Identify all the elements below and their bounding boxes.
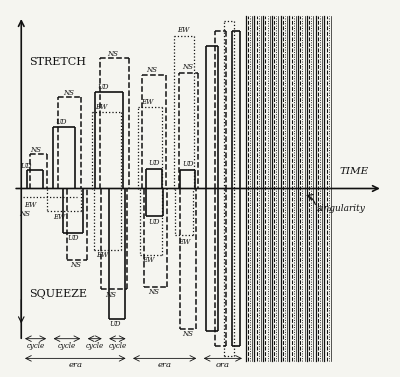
Text: EW: EW <box>24 201 36 209</box>
Text: UD: UD <box>55 118 66 126</box>
Text: cycle: cycle <box>108 342 126 349</box>
Text: cycle: cycle <box>58 342 76 349</box>
Text: NS: NS <box>182 63 193 71</box>
Text: UD: UD <box>110 320 121 328</box>
Text: UD: UD <box>20 162 32 170</box>
Text: EW: EW <box>53 213 66 221</box>
Text: UD: UD <box>98 83 109 91</box>
Text: STRETCH: STRETCH <box>29 57 86 67</box>
Text: NS: NS <box>148 288 159 296</box>
Text: NS: NS <box>182 330 193 338</box>
Text: EW: EW <box>142 256 155 264</box>
Text: EW: EW <box>95 103 107 111</box>
Text: ora: ora <box>216 361 230 369</box>
Text: NS: NS <box>106 291 116 299</box>
Text: SQUEEZE: SQUEEZE <box>29 289 87 299</box>
Text: EW: EW <box>178 238 190 246</box>
Text: EW: EW <box>96 251 108 259</box>
Text: UD: UD <box>67 234 78 242</box>
Text: NS: NS <box>70 261 80 269</box>
Text: NS: NS <box>146 66 157 74</box>
Text: cycle: cycle <box>86 342 104 349</box>
Text: singularity: singularity <box>317 204 366 213</box>
Text: NS: NS <box>63 89 74 97</box>
Text: cycle: cycle <box>26 342 45 349</box>
Text: EW: EW <box>177 26 189 34</box>
Text: era: era <box>68 361 82 369</box>
Text: UD: UD <box>148 218 160 226</box>
Text: TIME: TIME <box>340 167 369 176</box>
Text: UD: UD <box>148 159 160 167</box>
Text: era: era <box>158 361 172 369</box>
Text: UD: UD <box>182 160 194 168</box>
Text: NS: NS <box>30 146 41 153</box>
Text: NS: NS <box>19 210 30 218</box>
Text: NS: NS <box>107 49 118 58</box>
Text: EW: EW <box>141 98 154 106</box>
